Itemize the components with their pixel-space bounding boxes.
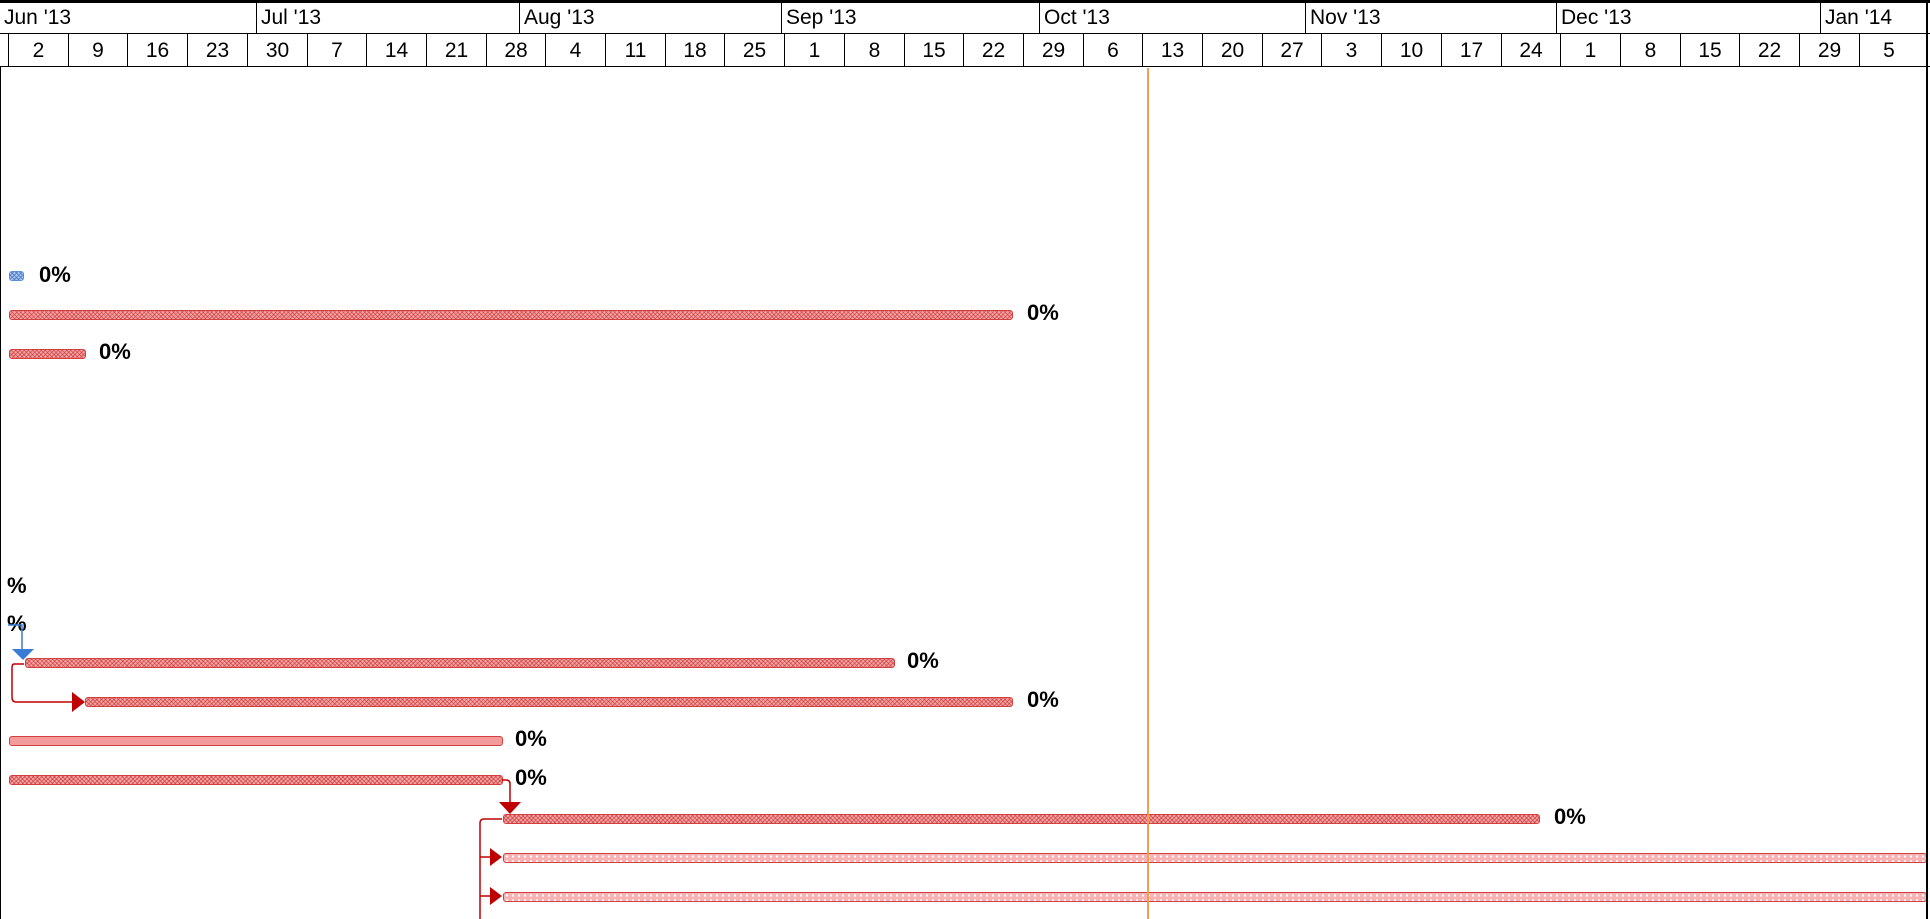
week-label: 18 bbox=[665, 34, 724, 66]
week-label: 22 bbox=[1739, 34, 1799, 66]
week-label: 8 bbox=[1620, 34, 1680, 66]
week-label: 21 bbox=[426, 34, 486, 66]
task-bar-4[interactable] bbox=[25, 658, 895, 668]
task-bar-2[interactable] bbox=[9, 310, 1013, 320]
red-link-line-3 bbox=[479, 818, 502, 919]
month-label: Aug '13 bbox=[519, 3, 781, 33]
task-bar-6-percent: 0% bbox=[515, 726, 547, 751]
task-bar-7-percent: 0% bbox=[515, 765, 547, 790]
red-arrow-icon-3 bbox=[490, 848, 502, 866]
timescale-weeks: 2 9 16 23 30 7 14 21 28 4 11 18 25 1 8 15 22 29 6 13 20 27 3 10… bbox=[0, 34, 1930, 67]
task-bar-2-percent: 0% bbox=[1027, 300, 1059, 325]
week-label: 14 bbox=[366, 34, 426, 66]
red-arrow-icon-4 bbox=[490, 887, 502, 905]
week-label: 2 bbox=[8, 34, 68, 66]
task-bar-5-percent: 0% bbox=[1027, 687, 1059, 712]
month-label: Dec '13 bbox=[1556, 3, 1820, 33]
partial-percent-label-1: % bbox=[7, 573, 27, 598]
month-label: Jun '13 bbox=[4, 6, 72, 29]
red-link-line-2 bbox=[502, 779, 511, 803]
blue-link-line bbox=[8, 624, 23, 650]
week-label: 6 bbox=[1083, 34, 1142, 66]
month-label: Sep '13 bbox=[781, 3, 1039, 33]
week-label: 1 bbox=[784, 34, 844, 66]
red-arrow-icon-1 bbox=[72, 692, 85, 712]
month-label: Jul '13 bbox=[256, 3, 519, 33]
week-label: 27 bbox=[1262, 34, 1321, 66]
week-label: 1 bbox=[1560, 34, 1620, 66]
week-label: 8 bbox=[844, 34, 904, 66]
week-label: 15 bbox=[1680, 34, 1739, 66]
week-label: 30 bbox=[247, 34, 307, 66]
task-bar-5[interactable] bbox=[85, 697, 1013, 707]
task-bar-8-percent: 0% bbox=[1554, 804, 1586, 829]
red-link-line-1 bbox=[11, 663, 74, 703]
task-bar-1-percent: 0% bbox=[39, 262, 71, 287]
month-label: Jan '14 bbox=[1820, 3, 1926, 33]
week-label: 22 bbox=[963, 34, 1023, 66]
week-label: 29 bbox=[1023, 34, 1083, 66]
week-label: 16 bbox=[127, 34, 187, 66]
month-label: Oct '13 bbox=[1039, 3, 1305, 33]
week-label: 25 bbox=[724, 34, 784, 66]
week-label: 13 bbox=[1142, 34, 1202, 66]
task-bar-1[interactable] bbox=[9, 271, 24, 281]
task-bar-3-percent: 0% bbox=[99, 339, 131, 364]
week-label: 29 bbox=[1799, 34, 1859, 66]
task-bar-6[interactable] bbox=[9, 736, 503, 746]
task-bar-3[interactable] bbox=[9, 349, 86, 359]
week-label: 3 bbox=[1321, 34, 1381, 66]
task-bar-4-percent: 0% bbox=[907, 648, 939, 673]
week-label: 9 bbox=[68, 34, 127, 66]
week-label: 15 bbox=[904, 34, 963, 66]
week-label: 5 bbox=[1859, 34, 1918, 66]
week-label: 17 bbox=[1441, 34, 1501, 66]
week-label: 20 bbox=[1202, 34, 1262, 66]
week-label: 28 bbox=[486, 34, 545, 66]
week-label: 23 bbox=[187, 34, 247, 66]
week-label: 4 bbox=[545, 34, 605, 66]
week-label: 11 bbox=[605, 34, 665, 66]
chart-area: 0% 0% 0% % % 0% 0% 0% 0% 0% bbox=[0, 67, 1930, 919]
blue-arrow-icon bbox=[12, 649, 34, 660]
month-label: Nov '13 bbox=[1305, 3, 1556, 33]
timescale-months: Jun '13 Jul '13 Aug '13 Sep '13 Oct '13 Nov '… bbox=[0, 0, 1930, 34]
chart-right-border bbox=[1926, 0, 1928, 919]
task-bar-8[interactable] bbox=[503, 814, 1540, 824]
week-label: 10 bbox=[1381, 34, 1441, 66]
week-label: 24 bbox=[1501, 34, 1560, 66]
red-arrow-icon-2 bbox=[499, 802, 521, 814]
week-label: 7 bbox=[307, 34, 366, 66]
